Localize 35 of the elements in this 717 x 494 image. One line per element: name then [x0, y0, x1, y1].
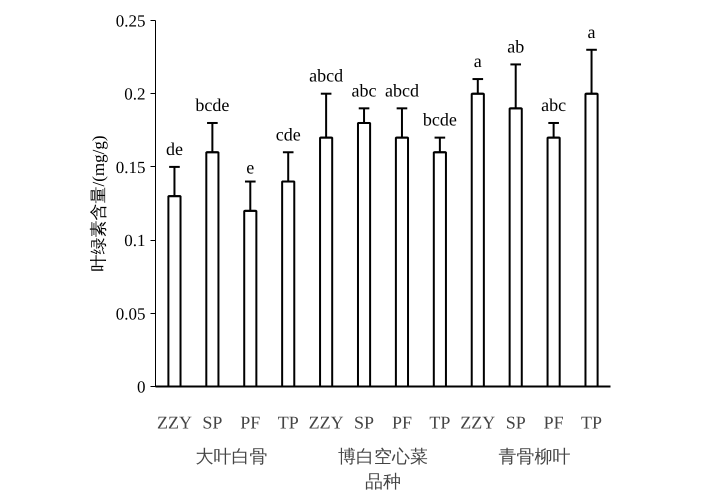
y-tick-label: 0.2 — [124, 84, 146, 104]
x-tick-label: ZZY — [460, 412, 496, 432]
text: 博白空心菜 — [338, 446, 428, 466]
data-label: abcd — [309, 66, 344, 86]
text: 大叶白骨 — [195, 446, 268, 466]
data-label: a — [474, 51, 482, 72]
x-tick-label: PF — [544, 412, 564, 432]
y-tick-label: 0 — [137, 378, 146, 396]
data-label: a — [588, 22, 596, 42]
x-tick-label: SP — [506, 412, 526, 432]
data-label: bcde — [422, 110, 457, 130]
x-tick-label: TP — [429, 412, 450, 432]
x-tick-label: ZZY — [156, 412, 192, 432]
y-axis-title: 叶绿素含量/(mg/g) — [88, 135, 108, 272]
data-label: ab — [507, 36, 524, 56]
x-tick-label: SP — [354, 412, 374, 432]
x-tick-label: PF — [240, 412, 260, 432]
data-label: abc — [541, 94, 566, 115]
y-tick-label: 0.15 — [116, 158, 146, 177]
data-label: e — [246, 158, 254, 178]
data-label: bcde — [195, 94, 230, 115]
text: 青骨柳叶 — [498, 446, 571, 466]
data-label: cde — [276, 124, 301, 144]
x-tick-label: TP — [278, 412, 299, 432]
data-label: de — [166, 138, 183, 159]
y-tick-label: 0.1 — [124, 231, 146, 250]
x-tick-label: ZZY — [308, 412, 344, 432]
y-tick-label: 0.25 — [116, 12, 146, 30]
x-tick-label: TP — [581, 412, 602, 432]
y-tick-label: 0.05 — [116, 304, 146, 324]
data-label: abcd — [384, 80, 419, 100]
x-tick-label: PF — [392, 412, 412, 432]
x-tick-label: SP — [202, 412, 222, 432]
data-label: abc — [352, 80, 377, 100]
x-axis-title: 品种 — [365, 472, 401, 492]
